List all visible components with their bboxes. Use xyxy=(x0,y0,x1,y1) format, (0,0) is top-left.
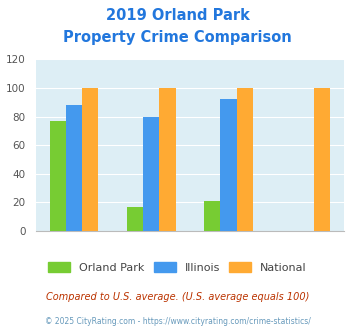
Bar xyxy=(204,201,220,231)
Bar xyxy=(237,88,253,231)
Bar xyxy=(159,88,176,231)
Bar xyxy=(143,116,159,231)
Bar xyxy=(82,88,98,231)
Text: Property Crime Comparison: Property Crime Comparison xyxy=(63,30,292,45)
Text: © 2025 CityRating.com - https://www.cityrating.com/crime-statistics/: © 2025 CityRating.com - https://www.city… xyxy=(45,317,310,326)
Bar xyxy=(314,88,330,231)
Legend: Orland Park, Illinois, National: Orland Park, Illinois, National xyxy=(44,258,311,278)
Bar xyxy=(127,207,143,231)
Text: 2019 Orland Park: 2019 Orland Park xyxy=(105,8,250,23)
Bar xyxy=(66,105,82,231)
Text: Compared to U.S. average. (U.S. average equals 100): Compared to U.S. average. (U.S. average … xyxy=(46,292,309,302)
Bar xyxy=(220,99,237,231)
Bar xyxy=(50,121,66,231)
